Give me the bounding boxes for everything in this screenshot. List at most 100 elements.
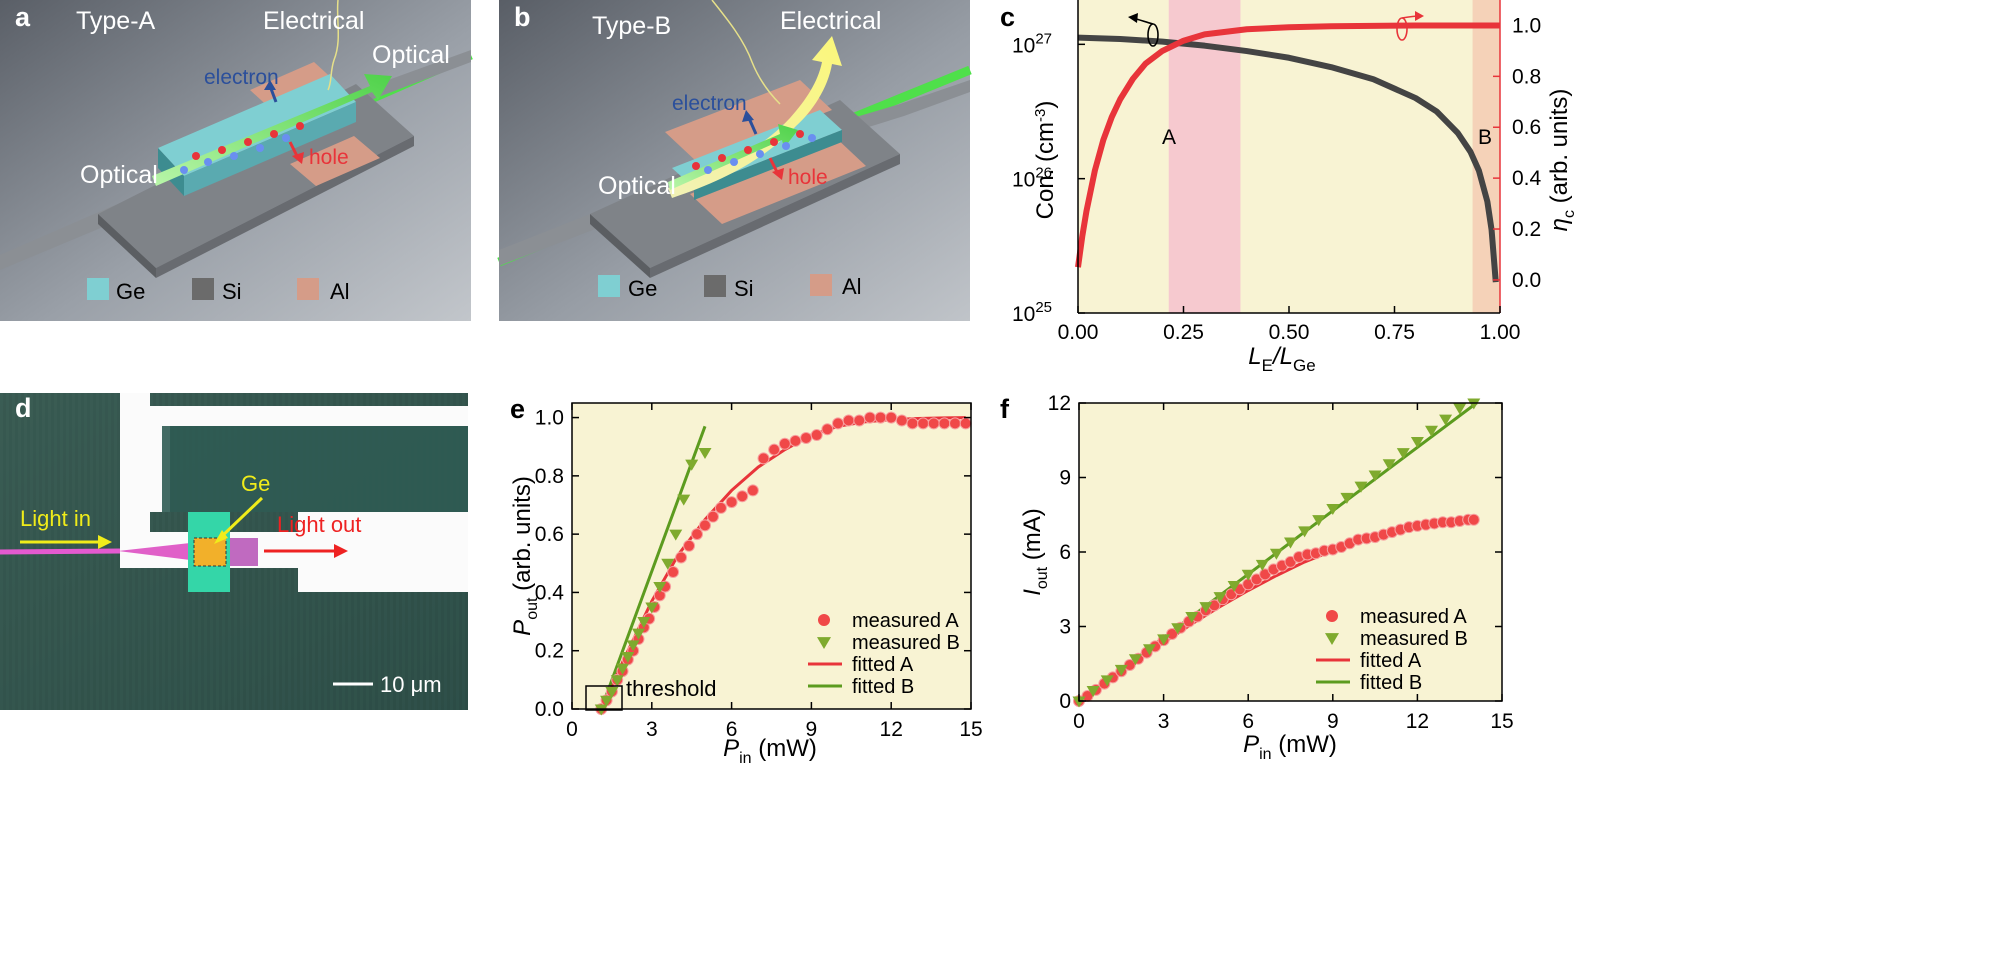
panel-b-legend: Ge Si Al [598, 274, 862, 301]
panel-e-label: e [510, 394, 525, 424]
e-measured-a-point [927, 417, 940, 430]
chart-c-ytick-right-label: 0.0 [1512, 269, 1541, 292]
legend-ge-label: Ge [116, 279, 145, 304]
f-measured-b-point [1241, 569, 1255, 581]
panel-a-electrical-wire [327, 0, 340, 91]
panel-a-electron: electron [204, 66, 279, 89]
panel-b-optical-arrow [668, 124, 798, 190]
e-ytick-label: 0.6 [535, 523, 564, 546]
e-measured-b-point [669, 529, 683, 541]
f-measured-b-point [1340, 492, 1354, 504]
chart-e-xlabel: Pin (mW) [723, 735, 817, 767]
legend-ge-label: Ge [628, 276, 657, 301]
f-ytick-label: 12 [1048, 392, 1071, 415]
f-measured-b-point [1467, 398, 1481, 410]
f-ytick-label: 9 [1059, 467, 1071, 490]
e-measured-a-point [895, 414, 908, 427]
legend-ge-swatch [87, 278, 109, 300]
e-measured-b-point [616, 663, 630, 675]
f-measured-b-point [1185, 612, 1199, 624]
e-measured-a-point [938, 417, 951, 430]
panel-d-label: d [15, 393, 32, 423]
panel-d-ge-pointer [218, 496, 264, 540]
e-measured-a-point [789, 434, 802, 447]
panel-b-type: Type-B [592, 12, 671, 40]
e-measured-a-point [917, 417, 930, 430]
panel-b-hole: hole [788, 166, 828, 189]
panel-a-optical-arrow [152, 74, 392, 186]
legend-si-label: Si [222, 279, 242, 304]
legend-ge-swatch [598, 275, 620, 297]
e-legend-label: fitted B [852, 676, 914, 698]
e-measured-a-point [706, 510, 719, 523]
e-measured-a-point [667, 566, 680, 579]
f-xtick-label: 3 [1158, 710, 1170, 733]
f-xtick-label: 6 [1242, 710, 1254, 733]
chart-c-ytick-left-label: 1026 [1012, 165, 1052, 192]
panel-a-legend: Ge Si Al [87, 278, 350, 304]
panel-a: a Type-A Electrical Optical Optical elec… [0, 0, 473, 321]
e-measured-b-point [626, 640, 640, 652]
panel-b-electron: electron [672, 92, 747, 115]
panel-d-ge-dashed-box [193, 537, 227, 567]
legend-si-swatch [192, 278, 214, 300]
e-measured-b-point [621, 651, 635, 664]
panel-b-electrical-wire [711, 0, 781, 105]
e-measured-a-point [885, 411, 898, 424]
panel-d-top-trench [150, 406, 468, 512]
e-ytick-label: 1.0 [535, 407, 564, 430]
chart-e-frame [571, 402, 972, 710]
e-measured-a-point [800, 431, 813, 444]
f-measured-b-point [1213, 592, 1227, 604]
panel-d-input-waveguide [0, 548, 121, 555]
e-legend-measured-a-marker [818, 614, 830, 626]
panel-c-label: c [1000, 2, 1015, 32]
chart-c-xtick-label: 0.75 [1374, 321, 1415, 344]
legend-al-swatch [810, 274, 832, 296]
f-measured-b-point [1086, 686, 1100, 698]
panel-a-label: a [15, 2, 31, 32]
chart-c-plot-area [1078, 0, 1500, 313]
chart-c-ytick-right-label: 0.8 [1512, 65, 1541, 88]
f-measured-b-point [1114, 664, 1128, 676]
legend-al-label: Al [330, 279, 350, 304]
e-measured-a-point [683, 539, 696, 552]
f-measured-b-point [1425, 425, 1438, 437]
e-xtick-label: 6 [726, 718, 738, 741]
panel-a-carriers [180, 122, 304, 174]
panel-b-al-top [665, 80, 832, 162]
legend-al-swatch [297, 278, 319, 300]
e-measured-a-point [675, 551, 688, 564]
legend-si-swatch [704, 275, 726, 297]
panel-d-light-out: Light out [277, 512, 361, 537]
e-measured-a-point [746, 484, 759, 497]
panel-d-scale-text: 10 μm [380, 672, 442, 697]
e-xtick-label: 9 [806, 718, 818, 741]
e-legend-label: measured A [852, 610, 959, 632]
e-measured-b-point [605, 686, 619, 699]
panel-a-ge-block [158, 74, 356, 176]
f-measured-a-point [1467, 513, 1480, 526]
chart-e-threshold-label: threshold [626, 676, 717, 701]
e-measured-b-point [645, 602, 659, 614]
f-legend-label: fitted A [1360, 650, 1422, 672]
f-measured-b-point [1284, 537, 1297, 549]
f-measured-b-point [1227, 580, 1241, 593]
panel-a-optical-out: Optical [372, 41, 450, 69]
chart-c-region-a [1168, 0, 1241, 313]
chart-e-threshold-box [585, 685, 623, 711]
f-legend-measured-a-marker [1326, 610, 1338, 622]
f-legend-measured-b-marker [1325, 633, 1339, 645]
f-legend-label: measured B [1360, 628, 1468, 650]
chart-c-ytick-right-label: 1.0 [1512, 14, 1541, 37]
panel-a-electrical: Electrical [263, 7, 364, 35]
legend-si-label: Si [734, 276, 754, 301]
f-xtick-label: 15 [1490, 710, 1513, 733]
f-measured-b-point [1157, 634, 1171, 646]
f-measured-b-point [1255, 559, 1269, 571]
f-ytick-label: 6 [1059, 541, 1071, 564]
f-xtick-label: 12 [1406, 710, 1429, 733]
chart-f-xlabel: Pin (mW) [1243, 731, 1337, 763]
